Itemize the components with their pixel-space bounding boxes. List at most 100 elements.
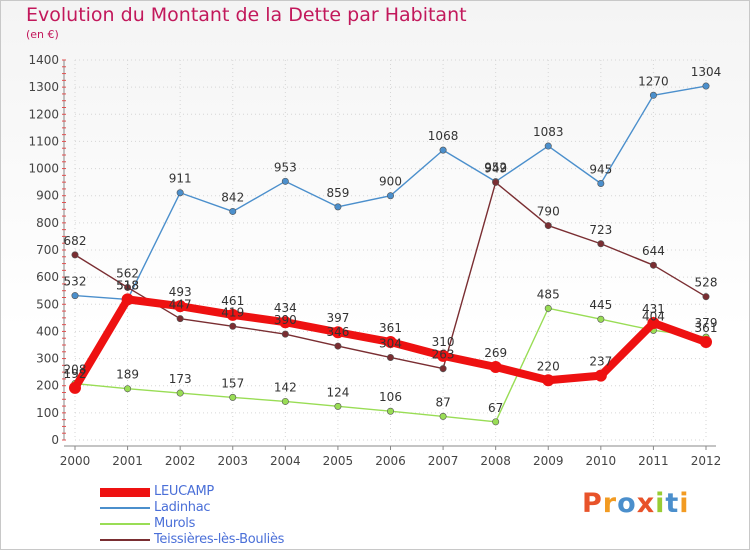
logo-letter: t	[665, 488, 680, 519]
x-tick-label: 2004	[270, 454, 301, 468]
data-label: 790	[537, 205, 560, 219]
legend-swatch	[100, 523, 150, 525]
data-label: 949	[484, 161, 507, 175]
y-tick-label: 600	[36, 270, 59, 284]
data-label: 1068	[428, 129, 459, 143]
data-label: 518	[116, 278, 139, 292]
data-label: 124	[326, 385, 349, 399]
data-label: 237	[589, 355, 612, 369]
data-label: 1270	[638, 74, 669, 88]
data-label: 361	[695, 321, 718, 335]
data-label: 859	[326, 186, 349, 200]
y-tick-label: 300	[36, 352, 59, 366]
data-label: 379	[695, 316, 718, 330]
y-tick-label: 1200	[28, 107, 59, 121]
data-point-1	[71, 292, 79, 300]
data-point-3	[702, 293, 710, 301]
data-point-3	[71, 251, 79, 259]
data-label: 431	[642, 302, 665, 316]
x-tick-label: 2007	[428, 454, 459, 468]
data-point-2	[439, 412, 447, 420]
data-point-2	[597, 315, 605, 323]
data-point-0	[174, 300, 187, 313]
x-tick-label: 2006	[375, 454, 406, 468]
data-label: 157	[221, 376, 244, 390]
x-tick-label: 2010	[586, 454, 617, 468]
data-point-3	[597, 240, 605, 248]
data-label: 106	[379, 390, 402, 404]
data-label: 532	[64, 275, 87, 289]
x-tick-label: 2008	[480, 454, 511, 468]
x-tick-label: 2001	[112, 454, 143, 468]
x-tick-label: 2000	[60, 454, 91, 468]
y-tick-label: 1000	[28, 162, 59, 176]
data-label: 952	[484, 161, 507, 175]
data-point-1	[334, 203, 342, 211]
data-point-3	[544, 222, 552, 230]
data-point-3	[229, 322, 237, 330]
data-point-0	[594, 369, 607, 382]
x-tick-label: 2003	[217, 454, 248, 468]
data-point-3	[649, 261, 657, 269]
logo-letter: i	[679, 488, 690, 519]
data-label: 562	[116, 266, 139, 280]
x-tick-label: 2012	[691, 454, 722, 468]
data-point-3	[492, 178, 500, 186]
legend-swatch	[100, 488, 150, 497]
data-label: 953	[274, 160, 297, 174]
legend-label: Teissières-lès-Bouliès	[154, 532, 285, 547]
data-label: 485	[537, 287, 560, 301]
data-label: 419	[221, 305, 244, 319]
proxiti-logo: Proxiti	[582, 488, 690, 519]
data-label: 518	[116, 278, 139, 292]
data-label: 911	[169, 172, 192, 186]
data-label: 1304	[691, 65, 722, 79]
data-point-0	[226, 308, 239, 321]
data-label: 445	[589, 298, 612, 312]
data-label: 1083	[533, 125, 564, 139]
data-point-0	[279, 316, 292, 329]
data-label: 945	[589, 163, 612, 177]
data-point-0	[384, 336, 397, 349]
x-tick-label: 2002	[165, 454, 196, 468]
y-tick-label: 700	[36, 243, 59, 257]
x-tick-label: 2011	[638, 454, 669, 468]
legend-swatch	[100, 539, 150, 541]
chart-title: Evolution du Montant de la Dette par Hab…	[26, 4, 467, 26]
data-label: 528	[695, 276, 718, 290]
data-label: 189	[116, 368, 139, 382]
data-label: 192	[64, 367, 87, 381]
legend-label: Ladinhac	[154, 500, 211, 515]
data-label: 67	[488, 401, 503, 415]
logo-letter: i	[655, 488, 666, 519]
data-point-1	[649, 91, 657, 99]
data-point-3	[439, 365, 447, 373]
data-point-0	[331, 326, 344, 339]
data-label: 87	[435, 395, 450, 409]
y-tick-label: 200	[36, 379, 59, 393]
logo-letter: x	[636, 488, 656, 519]
data-label: 644	[642, 244, 665, 258]
data-point-2	[281, 397, 289, 405]
y-tick-label: 400	[36, 324, 59, 338]
data-label: 390	[274, 313, 297, 327]
data-label: 173	[169, 372, 192, 386]
y-tick-label: 500	[36, 297, 59, 311]
data-label: 310	[432, 335, 455, 349]
chart-subtitle: (en €)	[26, 28, 59, 41]
data-point-1	[439, 146, 447, 154]
data-label: 461	[221, 294, 244, 308]
y-tick-label: 100	[36, 406, 59, 420]
data-label: 447	[169, 298, 192, 312]
data-point-2	[386, 407, 394, 415]
data-label: 397	[326, 311, 349, 325]
data-label: 723	[589, 223, 612, 237]
data-point-0	[121, 293, 134, 306]
logo-letter: P	[582, 488, 603, 519]
data-label: 142	[274, 380, 297, 394]
data-point-3	[281, 330, 289, 338]
data-point-2	[334, 402, 342, 410]
data-point-1	[229, 207, 237, 215]
data-point-1	[281, 177, 289, 185]
